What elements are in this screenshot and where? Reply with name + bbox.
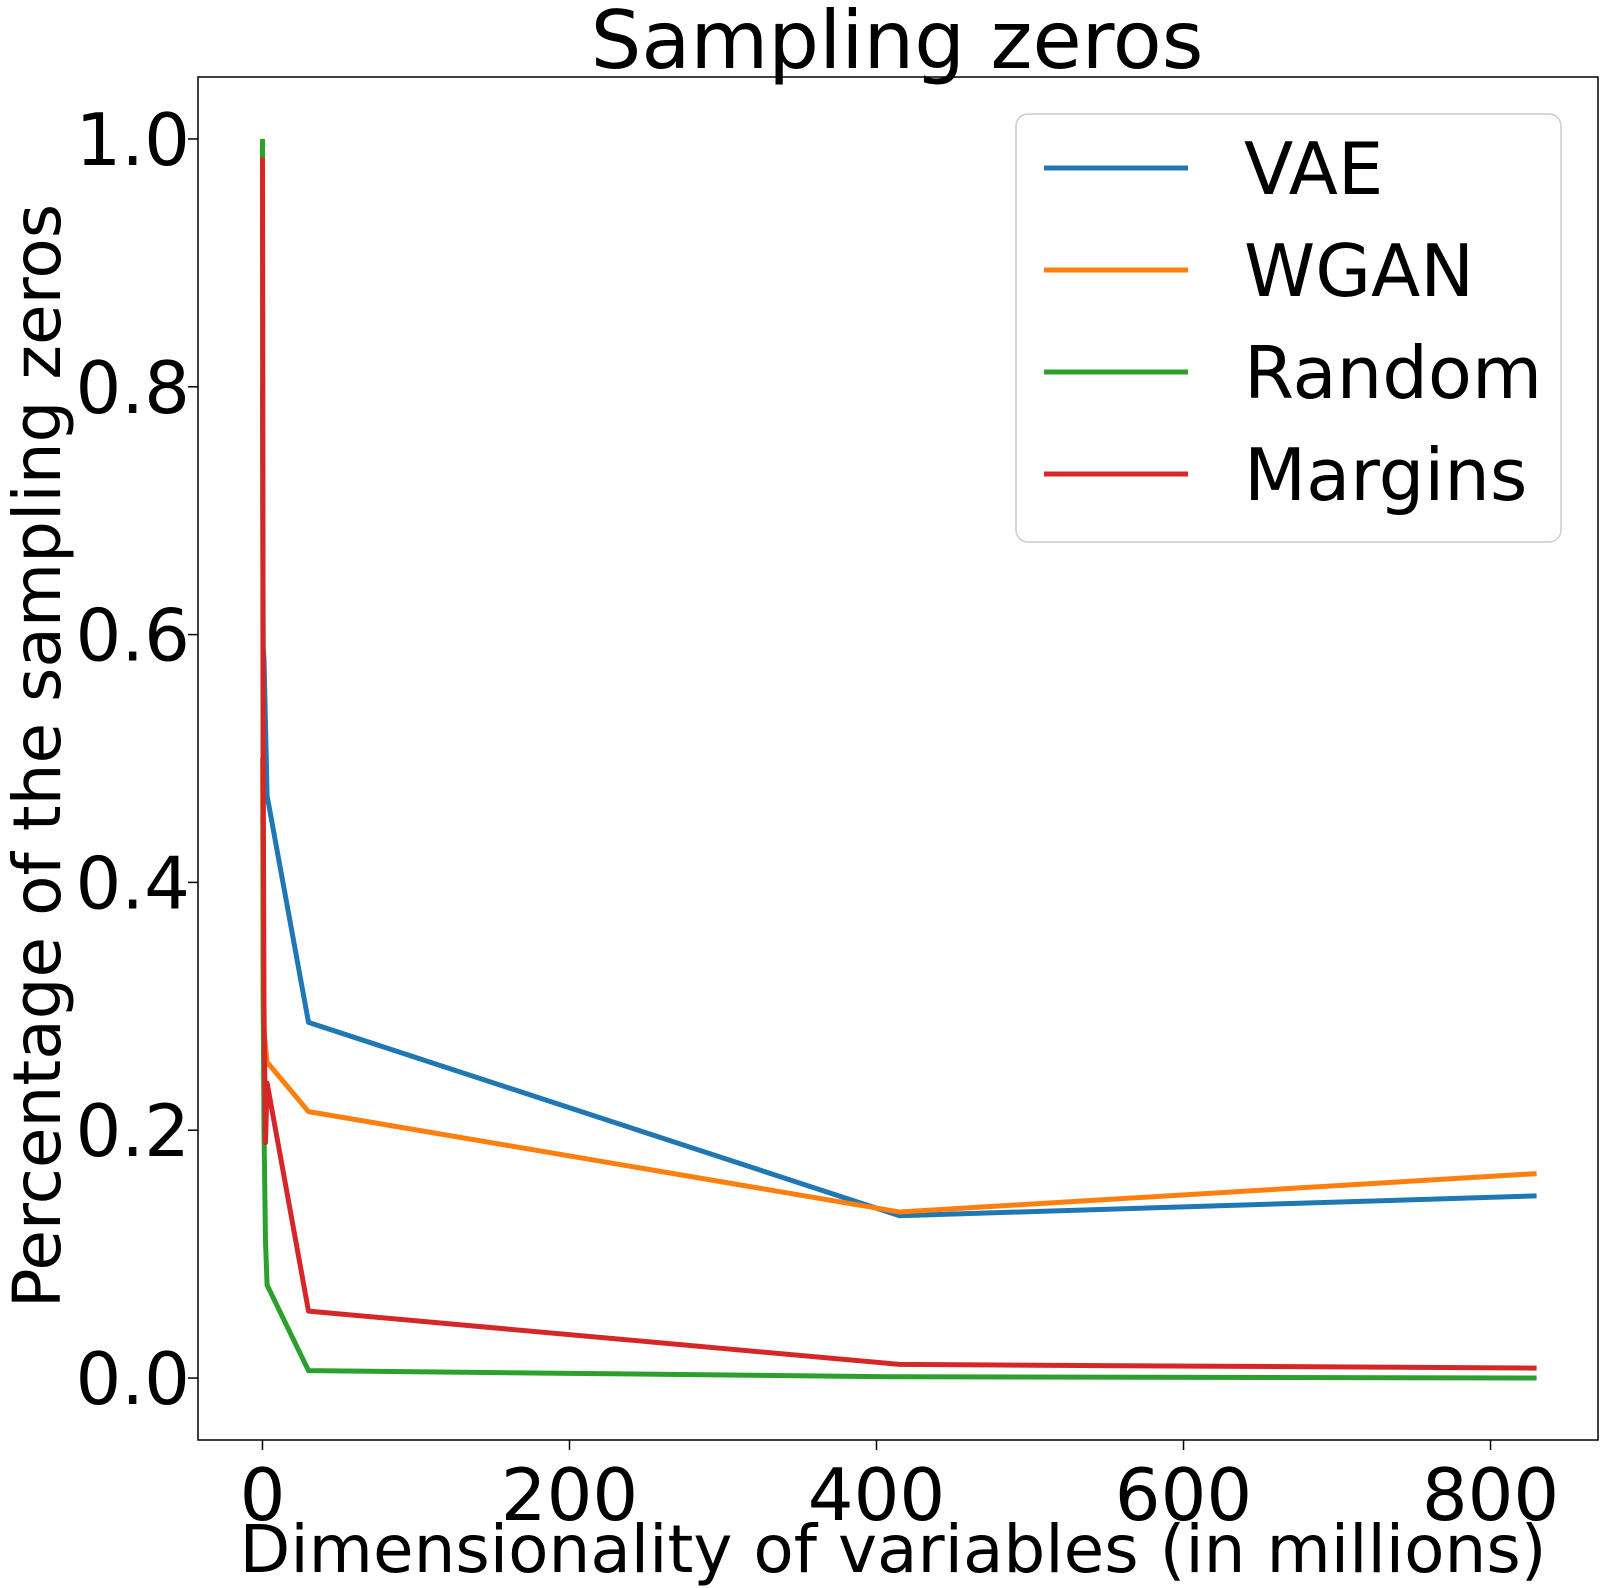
y-tick-label: 0.6 [75,594,190,678]
legend: VAE WGAN Random Margins [1015,113,1562,543]
y-axis-label: Percentage of the sampling zeros [0,204,76,1308]
series-layer [260,138,1537,1381]
x-tick-label: 200 [501,1453,638,1537]
legend-label-wgan: WGAN [1244,229,1474,313]
x-tick-label: 600 [1115,1453,1252,1537]
y-tick-label: 0.4 [75,841,190,925]
y-tick-label: 0.0 [75,1337,190,1421]
plot-frame [197,76,1599,1441]
x-axis-label: Dimensionality of variables (in millions… [240,1511,1547,1588]
legend-box [1015,113,1562,543]
legend-label-margins: Margins [1244,433,1527,517]
legend-items: VAE WGAN Random Margins [1044,127,1542,517]
series-line-margins [260,157,1537,1371]
y-tick-label: 1.0 [75,98,190,182]
legend-label-random: Random [1244,331,1542,415]
chart-title: Sampling zeros [591,0,1204,87]
x-tick-label: 0 [240,1453,286,1537]
series-line-wgan [260,758,1537,1215]
y-tick-label: 0.2 [75,1089,190,1173]
x-tick-label: 400 [808,1453,945,1537]
legend-label-vae: VAE [1244,127,1383,211]
x-tick-label: 800 [1422,1453,1559,1537]
y-tick-label: 0.8 [75,346,190,430]
tick-layer: 0 200 400 600 800 0.0 0.2 0.4 0.6 0.8 1.0 [75,98,1559,1537]
